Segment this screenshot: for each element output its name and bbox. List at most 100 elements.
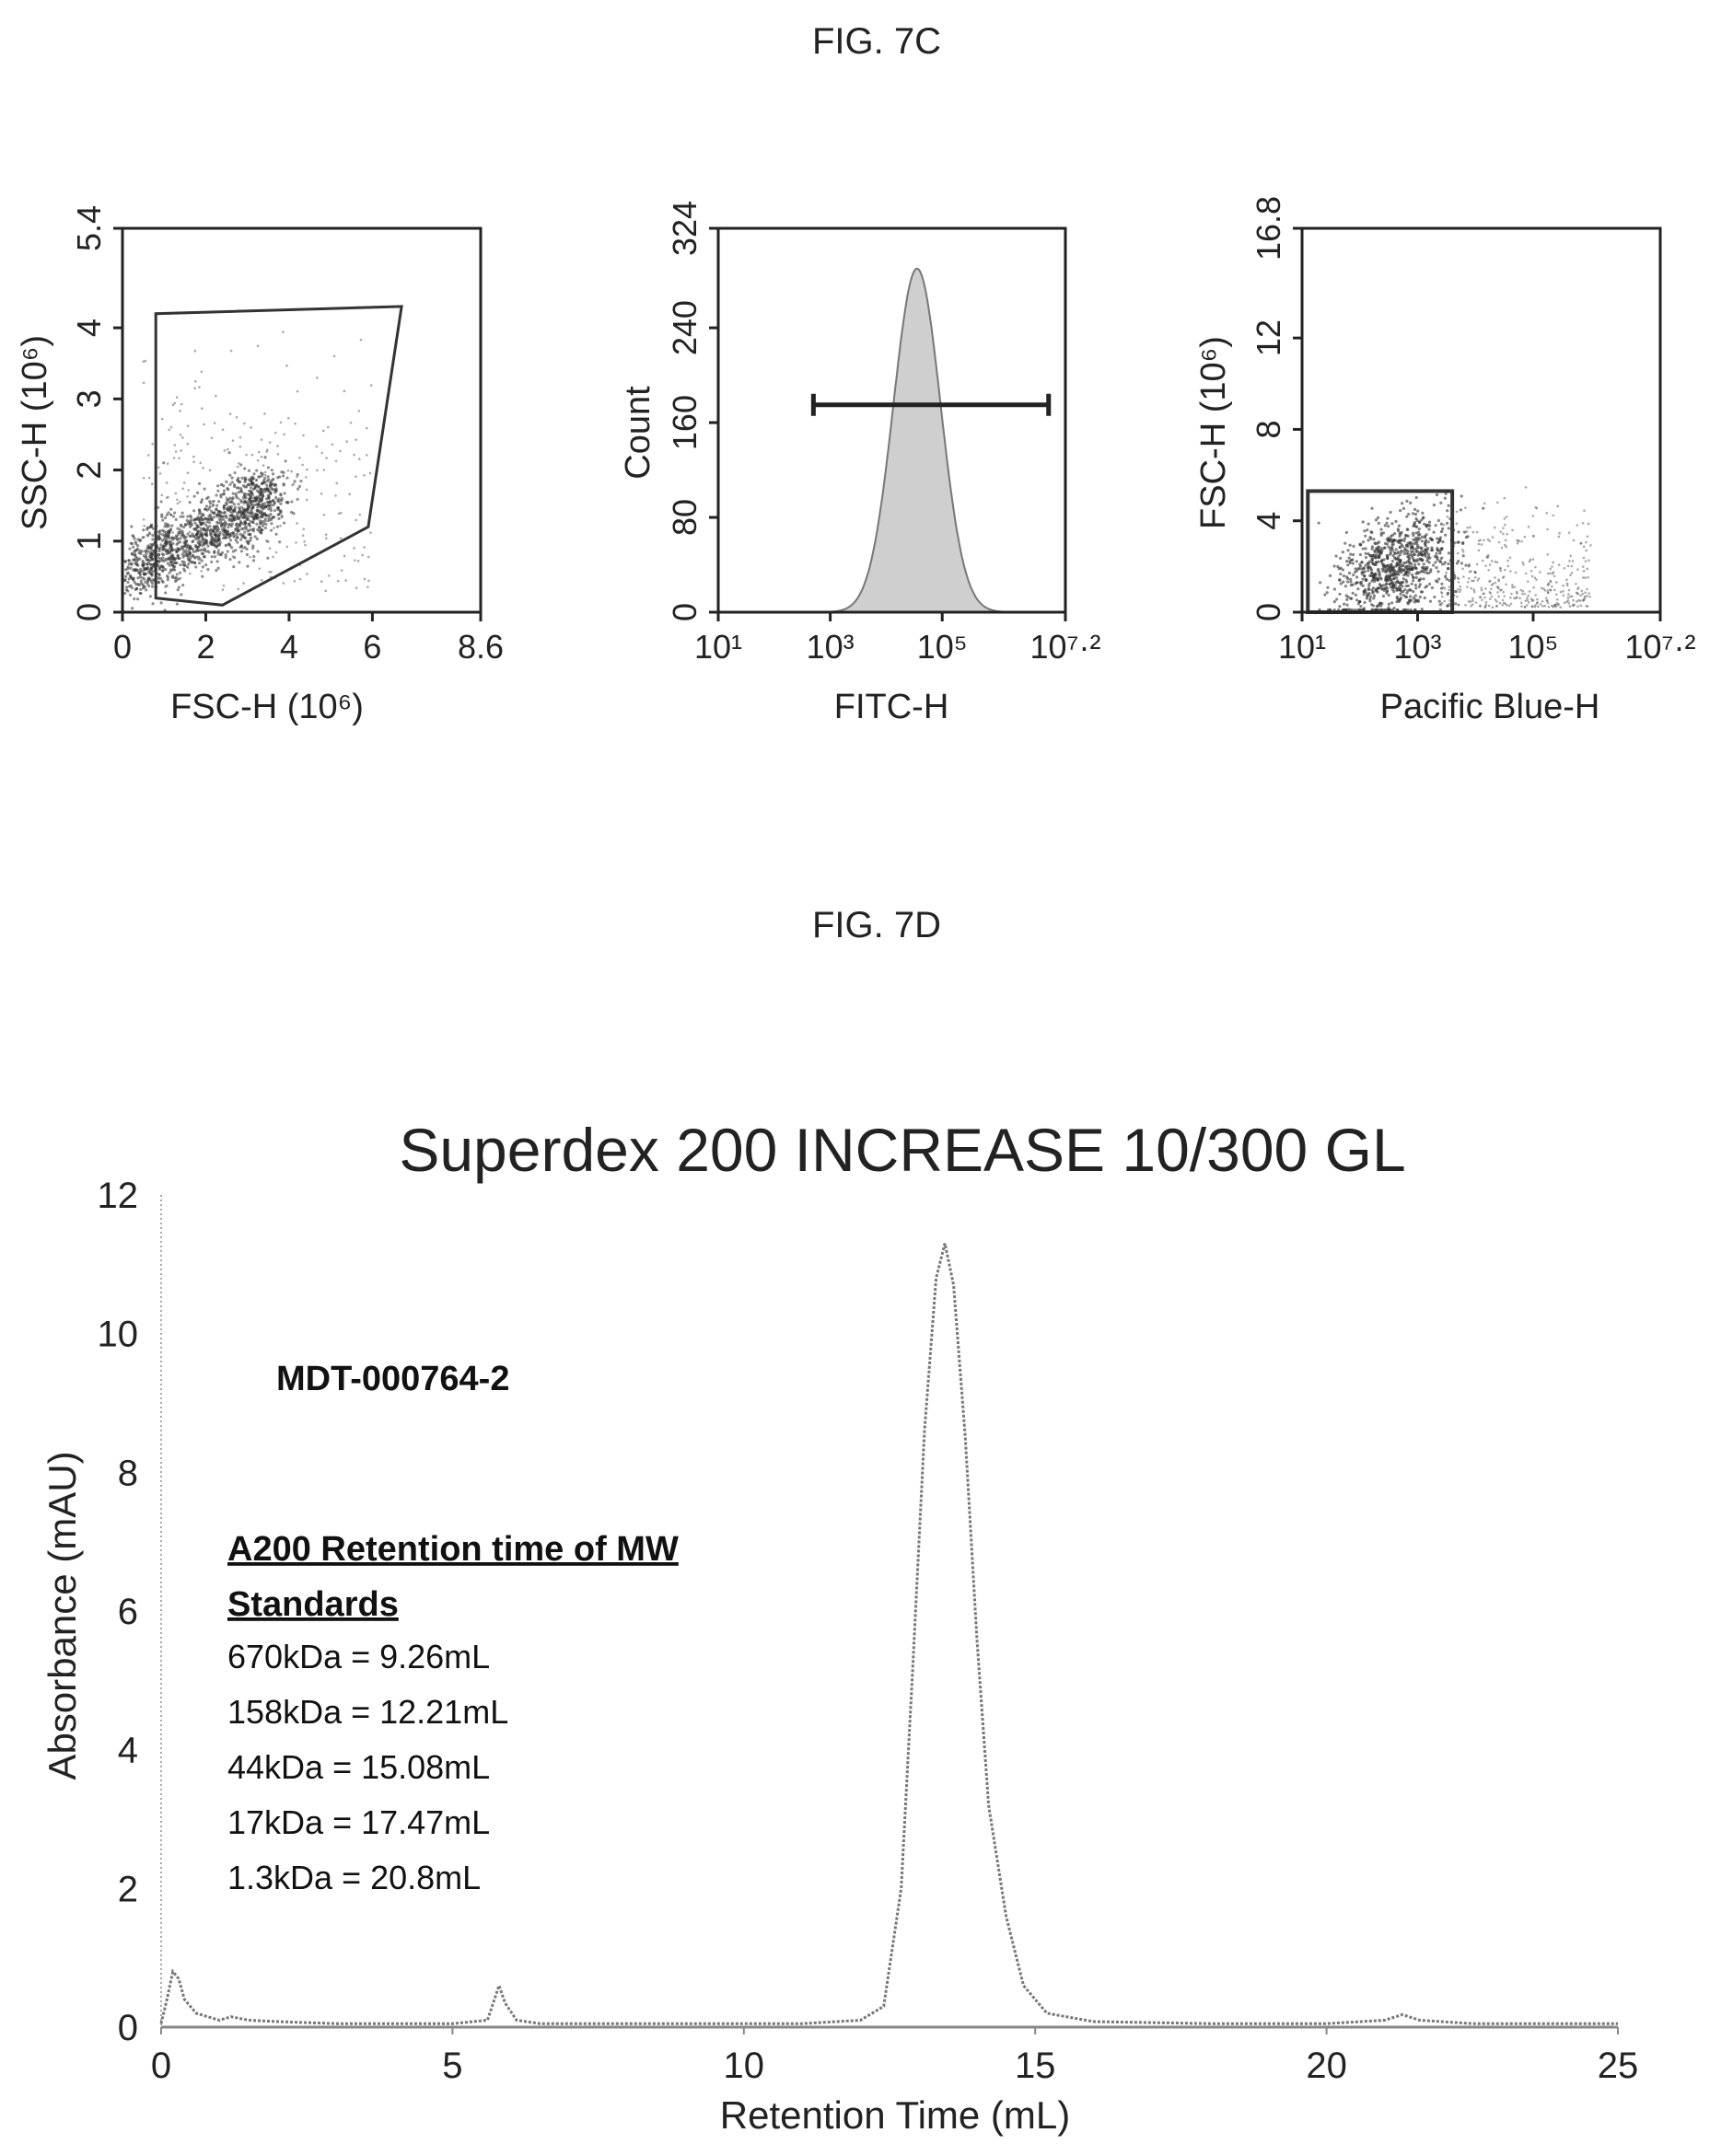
event-point	[206, 544, 210, 548]
event-point	[261, 471, 264, 476]
event-point	[171, 536, 175, 539]
event-point	[1563, 566, 1566, 570]
event-point	[165, 524, 169, 527]
event-point	[131, 607, 134, 610]
event-point	[169, 548, 173, 551]
event-point	[262, 504, 266, 508]
event-point	[1371, 586, 1376, 590]
event-point	[139, 579, 143, 583]
event-point	[1506, 559, 1509, 562]
event-point	[1565, 578, 1568, 582]
flow-scatter-2-frame	[1300, 226, 1662, 614]
event-point	[215, 568, 218, 573]
event-point	[242, 492, 247, 495]
event-point	[279, 421, 283, 424]
event-point	[190, 516, 193, 519]
event-point	[1436, 570, 1440, 574]
event-point	[230, 481, 234, 484]
event-point	[1374, 561, 1378, 564]
event-point	[212, 543, 215, 546]
event-point	[174, 534, 179, 538]
event-point	[184, 551, 188, 555]
event-point	[1515, 596, 1518, 599]
event-point	[1547, 605, 1551, 609]
event-point	[1430, 546, 1434, 550]
event-point	[255, 509, 259, 513]
event-point	[157, 537, 161, 540]
event-point	[1549, 588, 1553, 592]
event-point	[344, 579, 347, 582]
event-point	[228, 558, 232, 562]
y-tick-label: 6	[118, 1592, 138, 1632]
event-point	[1494, 598, 1497, 601]
event-point	[1536, 597, 1539, 601]
event-point	[1471, 579, 1473, 583]
event-point	[1523, 592, 1527, 596]
y-tick-label: 4	[1250, 512, 1287, 530]
event-point	[1483, 539, 1485, 542]
event-point	[1419, 590, 1424, 594]
event-point	[231, 439, 235, 442]
event-point	[192, 539, 195, 543]
event-point	[296, 487, 300, 491]
event-point	[137, 583, 141, 586]
event-point	[1363, 574, 1367, 578]
event-point	[128, 593, 133, 597]
event-point	[234, 549, 238, 552]
event-point	[210, 517, 214, 522]
event-point	[1383, 524, 1387, 527]
event-point	[159, 601, 163, 605]
event-point	[1397, 599, 1401, 604]
event-point	[1392, 569, 1396, 573]
event-point	[183, 553, 187, 557]
event-point	[1477, 542, 1481, 546]
event-point	[250, 491, 253, 495]
event-point	[192, 509, 196, 513]
event-point	[266, 448, 269, 452]
event-point	[1404, 578, 1408, 582]
event-point	[124, 574, 128, 578]
event-point	[201, 544, 204, 548]
event-point	[169, 544, 173, 548]
event-point	[357, 410, 361, 412]
event-point	[1358, 552, 1363, 557]
event-point	[247, 539, 250, 543]
event-point	[179, 500, 181, 504]
event-point	[1383, 546, 1387, 550]
event-point	[1363, 600, 1367, 605]
event-point	[1524, 599, 1528, 602]
event-point	[272, 477, 275, 481]
event-point	[272, 504, 275, 507]
event-point	[169, 527, 173, 531]
event-point	[1363, 589, 1367, 593]
event-point	[268, 547, 272, 550]
event-point	[1382, 564, 1386, 568]
event-point	[145, 562, 149, 566]
event-point	[298, 577, 302, 581]
event-point	[1456, 540, 1460, 544]
event-point	[368, 471, 372, 475]
event-point	[1553, 588, 1556, 592]
event-point	[251, 544, 255, 548]
event-point	[320, 492, 323, 495]
event-point	[1359, 583, 1363, 586]
event-point	[1441, 539, 1445, 544]
event-point	[219, 553, 223, 557]
event-point	[1499, 569, 1503, 573]
y-tick-label: 0	[70, 603, 108, 621]
event-point	[133, 581, 137, 585]
event-point	[1377, 567, 1380, 571]
event-point	[199, 501, 203, 504]
event-point	[1402, 506, 1406, 510]
event-point	[1473, 576, 1477, 579]
event-point	[270, 482, 273, 486]
event-point	[221, 428, 225, 432]
event-point	[1388, 582, 1392, 586]
event-point	[235, 532, 238, 537]
event-point	[1351, 562, 1355, 565]
event-point	[176, 554, 180, 558]
event-point	[1576, 568, 1579, 571]
event-point	[260, 455, 263, 458]
event-point	[134, 586, 139, 591]
event-point	[254, 495, 258, 499]
